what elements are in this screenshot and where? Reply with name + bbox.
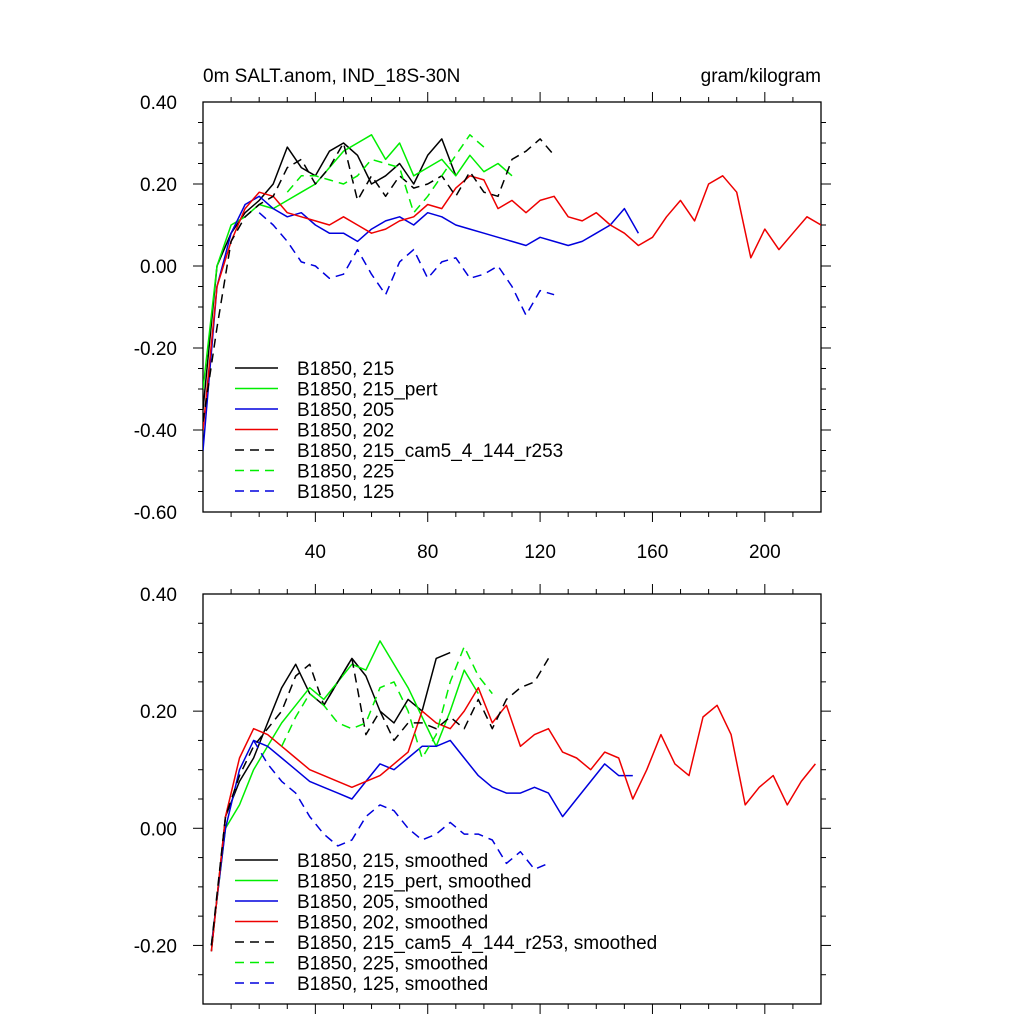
y-tick-label: 0.40 (140, 585, 177, 606)
legend-label: B1850, 225, smoothed (297, 954, 488, 975)
series-line (286, 134, 485, 214)
y-tick-label: 0.00 (140, 819, 177, 840)
x-tick-label: 200 (749, 542, 781, 563)
legend-label: B1850, 215, smoothed (297, 851, 488, 872)
y-tick-label: -0.60 (134, 503, 177, 524)
chart-title: 0m SALT.anom, IND_18S-30N (203, 66, 460, 87)
axis-ticks: 40 80 120 160 200 -0.60 -0.40 -0.20 0.00 0.20 0.40 (134, 92, 831, 563)
x-tick-label: 80 (417, 542, 438, 563)
legend-label: B1850, 215_cam5_4_144_r253, smoothed (297, 933, 657, 954)
legend-label: B1850, 202 (297, 421, 394, 442)
legend-label: B1850, 215_pert, smoothed (297, 872, 532, 893)
series-line (210, 640, 479, 946)
legend-label: B1850, 215_pert (297, 380, 438, 401)
series-line (210, 739, 633, 946)
series-line (252, 740, 549, 871)
y-tick-label: 0.20 (140, 702, 177, 723)
x-tick-label: 40 (305, 542, 326, 563)
legend-label: B1850, 215 (297, 359, 394, 380)
series-line (210, 657, 550, 946)
legend-label: B1850, 202, smoothed (297, 913, 488, 934)
x-tick-label: 160 (637, 542, 669, 563)
y-tick-label: 0.20 (140, 175, 177, 196)
legend-label: B1850, 125 (297, 482, 394, 503)
series-line (210, 686, 816, 952)
x-tick-label: 120 (524, 542, 556, 563)
y-tick-label: -0.40 (134, 421, 177, 442)
series-group (203, 134, 821, 451)
series-line (203, 138, 555, 422)
series-line (203, 138, 457, 410)
units-label: gram/kilogram (701, 66, 821, 87)
y-tick-label: 0.40 (140, 93, 177, 114)
y-tick-label: -0.20 (134, 936, 177, 957)
legend-label: B1850, 205 (297, 400, 394, 421)
axis-ticks: -0.20 0.00 0.20 0.40 (134, 584, 831, 1014)
legend-label: B1850, 205, smoothed (297, 892, 488, 913)
series-line (203, 134, 513, 390)
series-line (281, 645, 493, 759)
series-line (258, 212, 555, 316)
legend-label: B1850, 225 (297, 462, 394, 483)
series-line (203, 195, 640, 451)
legend-label: B1850, 215_cam5_4_144_r253 (297, 441, 563, 462)
y-tick-label: 0.00 (140, 257, 177, 278)
top-panel: 0m SALT.anom, IND_18S-30N gram/kilogram … (134, 66, 831, 563)
series-group (210, 640, 816, 952)
y-tick-label: -0.20 (134, 339, 177, 360)
legend-label: B1850, 125, smoothed (297, 974, 488, 995)
bottom-panel: -0.200.000.200.40 B1850, 215, smoothedB1… (134, 584, 831, 1014)
series-line (203, 175, 821, 431)
